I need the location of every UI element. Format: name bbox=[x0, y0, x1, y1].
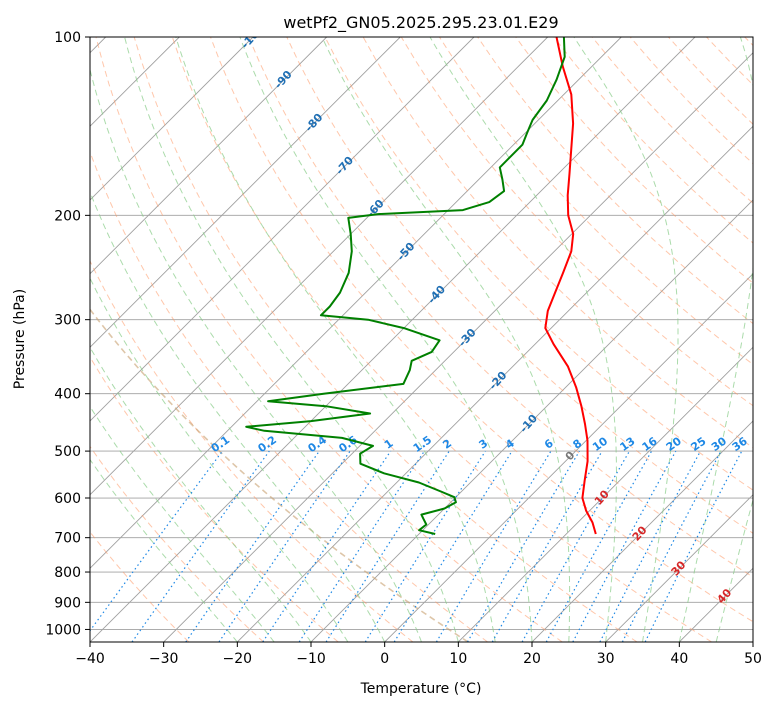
x-axis-label: Temperature (°C) bbox=[360, 681, 482, 697]
y-tick-label: 500 bbox=[54, 444, 81, 460]
x-tick-label: 20 bbox=[523, 651, 541, 667]
mixing-ratio-line bbox=[364, 450, 486, 642]
mixing-ratio-lines bbox=[90, 450, 743, 642]
dry-adiabat bbox=[286, 37, 753, 534]
isotherm-line bbox=[384, 273, 753, 642]
dry-adiabat bbox=[515, 37, 753, 284]
moist-adiabat-lines bbox=[90, 37, 753, 642]
x-axis-ticks: −40 −30 −20 −10 0 10 20 30 40 50 bbox=[75, 642, 762, 667]
y-tick-label: 200 bbox=[54, 208, 81, 224]
x-tick-label: −30 bbox=[149, 651, 179, 667]
moist-adiabat bbox=[90, 277, 349, 642]
y-tick-label: 800 bbox=[54, 565, 81, 581]
isotherm-line bbox=[90, 37, 254, 201]
moist-adiabat bbox=[90, 346, 312, 642]
y-axis-ticks: 100 200 300 400 500 600 700 800 900 1000 bbox=[45, 30, 90, 638]
chart-title: wetPf2_GN05.2025.295.23.01.E29 bbox=[283, 13, 558, 33]
isotherm-line bbox=[90, 37, 475, 422]
temperature-profile bbox=[544, 37, 597, 535]
moist-adiabat bbox=[678, 37, 753, 642]
x-tick-label: 50 bbox=[744, 651, 762, 667]
x-tick-label: 0 bbox=[380, 651, 389, 667]
x-tick-label: 40 bbox=[670, 651, 688, 667]
isotherm-line bbox=[457, 346, 753, 642]
x-tick-label: 10 bbox=[449, 651, 467, 667]
profile-series bbox=[245, 37, 597, 535]
isotherm-line bbox=[90, 37, 328, 275]
moist-adiabat bbox=[321, 37, 571, 642]
dry-adiabat bbox=[324, 37, 753, 491]
x-tick-label: −10 bbox=[296, 651, 326, 667]
isotherm-line bbox=[605, 494, 753, 642]
isotherm-line bbox=[163, 52, 753, 642]
isotherm-line bbox=[90, 37, 401, 348]
dry-adiabat bbox=[210, 37, 753, 623]
isotherm-line bbox=[236, 125, 753, 642]
y-tick-label: 300 bbox=[54, 313, 81, 329]
mixing-ratio-line bbox=[572, 450, 677, 642]
y-tick-label: 600 bbox=[54, 491, 81, 507]
moist-adiabat bbox=[175, 37, 496, 642]
mixing-ratio-line bbox=[393, 450, 513, 642]
isotherm-line bbox=[531, 420, 753, 642]
x-tick-label: −40 bbox=[75, 651, 105, 667]
mixing-ratio-line bbox=[325, 450, 450, 642]
x-tick-label: −20 bbox=[223, 651, 253, 667]
plot-frame bbox=[89, 36, 754, 643]
moist-adiabat bbox=[124, 37, 459, 642]
mixing-ratio-line bbox=[185, 450, 320, 642]
y-axis-label: Pressure (hPa) bbox=[12, 289, 28, 389]
isotherm-line bbox=[90, 37, 549, 496]
moist-adiabat bbox=[90, 67, 422, 642]
moist-adiabat bbox=[715, 498, 753, 642]
mixing-ratio-line bbox=[599, 450, 702, 642]
mixing-ratio-line bbox=[466, 450, 580, 642]
isotherm-lines bbox=[90, 37, 753, 642]
dry-adiabat-lines bbox=[90, 37, 753, 642]
mixing-ratio-line bbox=[218, 450, 351, 642]
moist-adiabat bbox=[429, 37, 617, 642]
dry-adiabat-emphasis bbox=[90, 308, 469, 642]
moist-adiabat bbox=[90, 190, 386, 642]
dry-adiabat bbox=[95, 37, 563, 642]
y-tick-label: 1000 bbox=[45, 622, 81, 638]
dry-adiabat bbox=[90, 259, 414, 642]
dewpoint-profile bbox=[245, 37, 566, 535]
moist-adiabat bbox=[90, 458, 238, 642]
moist-adiabat bbox=[90, 405, 275, 642]
mixing-ratio-line bbox=[262, 450, 392, 642]
isobar-gridlines bbox=[90, 37, 753, 630]
mixing-ratio-line bbox=[298, 450, 425, 642]
y-tick-label: 900 bbox=[54, 595, 81, 611]
moist-adiabat bbox=[573, 37, 679, 642]
dry-adiabat bbox=[171, 37, 712, 642]
dry-adiabat bbox=[248, 37, 753, 578]
dry-adiabat bbox=[90, 445, 264, 642]
moist-adiabat bbox=[239, 37, 533, 642]
dry-adiabat bbox=[133, 37, 638, 642]
y-tick-label: 400 bbox=[54, 387, 81, 403]
mixing-ratio-line bbox=[435, 450, 552, 642]
y-tick-label: 100 bbox=[54, 30, 81, 46]
x-tick-label: 30 bbox=[597, 651, 615, 667]
isotherm-line bbox=[90, 37, 622, 569]
y-tick-label: 700 bbox=[54, 531, 81, 547]
